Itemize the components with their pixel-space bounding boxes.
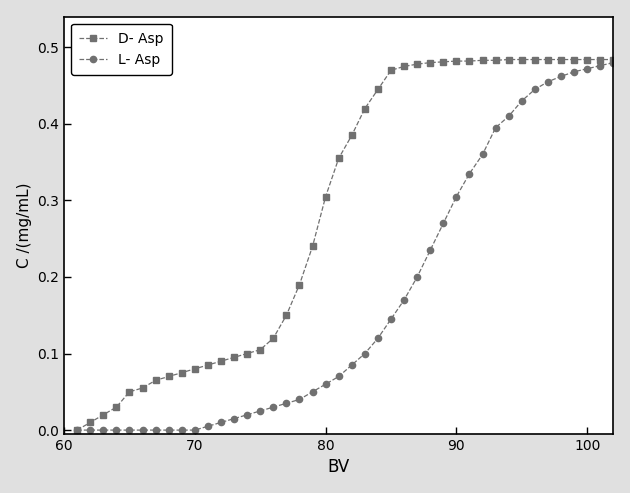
L- Asp (217, 420, 225, 425)
L- Asp (283, 400, 290, 406)
D- Asp (295, 282, 303, 287)
Y-axis label: C /(mg/mL): C /(mg/mL) (16, 182, 32, 268)
D- Asp (191, 366, 198, 372)
D- Asp (309, 244, 316, 249)
D- Asp (113, 404, 120, 410)
D- Asp (544, 57, 552, 63)
L- Asp (466, 171, 473, 176)
L- Asp (610, 60, 617, 66)
L- Asp (191, 427, 198, 433)
D- Asp (570, 57, 578, 63)
D- Asp (387, 68, 395, 73)
D- Asp (73, 427, 81, 433)
L- Asp (583, 66, 591, 71)
L- Asp (165, 427, 173, 433)
L- Asp (335, 374, 343, 380)
L- Asp (126, 427, 134, 433)
L- Asp (139, 427, 146, 433)
L- Asp (544, 79, 552, 85)
D- Asp (100, 412, 107, 418)
D- Asp (204, 362, 212, 368)
L- Asp (113, 427, 120, 433)
D- Asp (583, 57, 591, 63)
L- Asp (597, 63, 604, 69)
D- Asp (452, 58, 460, 64)
D- Asp (139, 385, 146, 391)
X-axis label: BV: BV (328, 458, 350, 476)
L- Asp (348, 362, 355, 368)
L- Asp (440, 220, 447, 226)
L- Asp (413, 274, 421, 280)
Line: L- Asp: L- Asp (74, 60, 617, 433)
D- Asp (518, 57, 525, 63)
D- Asp (335, 155, 343, 161)
L- Asp (518, 98, 525, 104)
L- Asp (231, 416, 238, 422)
L- Asp (243, 412, 251, 418)
L- Asp (427, 247, 434, 253)
L- Asp (558, 73, 565, 79)
D- Asp (427, 60, 434, 66)
L- Asp (100, 427, 107, 433)
D- Asp (479, 57, 486, 63)
L- Asp (387, 316, 395, 322)
L- Asp (73, 427, 81, 433)
D- Asp (400, 64, 408, 70)
D- Asp (86, 420, 94, 425)
D- Asp (126, 389, 134, 395)
D- Asp (270, 335, 277, 341)
D- Asp (256, 347, 264, 352)
L- Asp (309, 389, 316, 395)
L- Asp (295, 396, 303, 402)
L- Asp (452, 194, 460, 200)
D- Asp (361, 106, 369, 111)
L- Asp (479, 151, 486, 157)
L- Asp (492, 125, 500, 131)
L- Asp (505, 113, 512, 119)
D- Asp (492, 57, 500, 63)
Legend: D- Asp, L- Asp: D- Asp, L- Asp (71, 24, 172, 75)
D- Asp (531, 57, 539, 63)
D- Asp (152, 377, 159, 383)
L- Asp (204, 423, 212, 429)
D- Asp (413, 61, 421, 67)
D- Asp (466, 58, 473, 64)
Line: D- Asp: D- Asp (74, 56, 617, 433)
D- Asp (243, 351, 251, 356)
D- Asp (505, 57, 512, 63)
L- Asp (270, 404, 277, 410)
D- Asp (322, 194, 329, 200)
D- Asp (165, 374, 173, 380)
D- Asp (610, 57, 617, 63)
L- Asp (256, 408, 264, 414)
L- Asp (322, 381, 329, 387)
D- Asp (178, 370, 186, 376)
D- Asp (231, 354, 238, 360)
D- Asp (440, 59, 447, 65)
L- Asp (531, 86, 539, 92)
L- Asp (570, 69, 578, 75)
D- Asp (217, 358, 225, 364)
L- Asp (86, 427, 94, 433)
D- Asp (597, 57, 604, 63)
L- Asp (178, 427, 186, 433)
L- Asp (152, 427, 159, 433)
L- Asp (400, 297, 408, 303)
D- Asp (558, 57, 565, 63)
D- Asp (283, 312, 290, 318)
D- Asp (348, 133, 355, 139)
L- Asp (361, 351, 369, 356)
L- Asp (374, 335, 382, 341)
D- Asp (374, 86, 382, 92)
